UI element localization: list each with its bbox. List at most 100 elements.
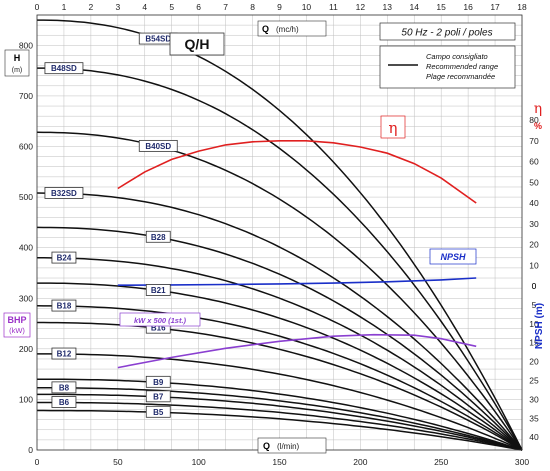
curve-label-text: B32SD	[51, 189, 77, 198]
curve-label-text: B8	[59, 383, 70, 392]
curve-labels: B54SD B48SD B40SD B32SD B28 B24 B21 B18 B16 B12 B9…	[44, 32, 178, 418]
npsh-tick-label: 0	[532, 281, 537, 291]
pump-curve-b7	[37, 393, 523, 451]
curve-label-b8: B8	[51, 381, 77, 394]
pump-curve-b21	[37, 282, 523, 451]
curve-label-b21: B21	[145, 284, 171, 296]
left-tick-label: 300	[19, 293, 33, 303]
frequency-box: 50 Hz - 2 poli / poles	[379, 22, 516, 41]
legend-line-2: Recommended range	[426, 62, 498, 71]
eta-axis-label: η %	[534, 101, 542, 131]
bhp-axis-symbol: BHP	[7, 315, 26, 325]
curve-label-text: B54SD	[145, 35, 171, 44]
curve-label-b5: B5	[145, 405, 171, 418]
npsh-tick-label: 40	[529, 432, 539, 442]
bottom-tick-label: 150	[272, 457, 286, 467]
h-axis-symbol: H	[14, 53, 21, 63]
top-tick-label: 14	[409, 2, 419, 12]
npsh-axis-title: NPSH (m)	[534, 303, 545, 349]
eta-symbol: η	[389, 119, 398, 137]
pump-curve-b28	[36, 226, 523, 451]
bottom-axis-symbol: Q	[263, 441, 270, 451]
top-tick-label: 8	[250, 2, 255, 12]
eta-tick-label: 70	[529, 136, 539, 146]
curve-label-text: B40SD	[145, 142, 171, 151]
curve-label-b24: B24	[51, 251, 77, 264]
top-tick-label: 2	[89, 2, 94, 12]
eta-tick-label: 40	[529, 198, 539, 208]
bottom-tick-label: 250	[434, 457, 448, 467]
npsh-label: NPSH	[440, 252, 466, 262]
npsh-tick-label: 5	[532, 300, 537, 310]
pump-curve-b48sd	[37, 67, 523, 451]
curve-label-text: B9	[153, 378, 164, 387]
bhp-axis-unit: (kW)	[9, 326, 25, 335]
eta-tick-label: 10	[529, 260, 539, 270]
npsh-tick-label: 20	[529, 357, 539, 367]
left-tick-label: 100	[19, 394, 33, 404]
npsh-box: NPSH	[429, 248, 477, 265]
pump-curve-b8	[37, 387, 523, 451]
top-tick-label: 0	[35, 2, 40, 12]
pump-curves	[36, 19, 523, 451]
eta-axis-unit: %	[534, 121, 542, 131]
pump-curve-b54sd	[37, 19, 523, 451]
curve-label-b48sd: B48SD	[44, 62, 84, 75]
top-tick-label: 15	[436, 2, 446, 12]
left-tick-label: 400	[19, 243, 33, 253]
npsh-tick-label: 10	[529, 319, 539, 329]
eta-tick-label: 80	[529, 115, 539, 125]
pump-curve-b18	[36, 305, 523, 451]
npsh-tick-label: 30	[529, 394, 539, 404]
top-tick-label: 17	[490, 2, 500, 12]
curve-label-b6: B6	[51, 396, 77, 408]
eta-tick-label: 20	[529, 240, 539, 250]
pump-curve-b24	[37, 257, 523, 451]
bottom-tick-label: 50	[113, 457, 123, 467]
top-tick-label: 13	[383, 2, 393, 12]
bottom-axis-unit: (l/min)	[277, 442, 300, 451]
curve-label-text: B21	[151, 286, 166, 295]
axes: 0 1 2 3 4 5 6 7 8 9 10 11 12 13 14 15 16 17 180 50 100 150 200…	[19, 2, 539, 467]
eta-box: η	[380, 115, 406, 139]
kw-label: kW x 500 (1st.)	[134, 316, 187, 325]
curve-label-b9: B9	[145, 375, 171, 388]
bottom-tick-label: 0	[35, 457, 40, 467]
pump-curve-b40sd	[36, 131, 523, 451]
curve-label-text: B5	[153, 408, 164, 417]
pump-curve-b16	[37, 321, 523, 451]
left-tick-label: 200	[19, 344, 33, 354]
top-tick-label: 12	[356, 2, 366, 12]
pump-curve-b5	[37, 409, 523, 451]
top-axis-symbol: Q	[262, 24, 269, 34]
title-text: Q/H	[185, 36, 210, 52]
efficiency-curve	[117, 140, 477, 204]
top-axis-unit: (mc/h)	[276, 25, 299, 34]
left-tick-label: 700	[19, 91, 33, 101]
curve-label-text: B16	[151, 324, 166, 333]
curve-label-text: B28	[151, 233, 166, 242]
bottom-tick-label: 200	[353, 457, 367, 467]
top-tick-label: 16	[463, 2, 473, 12]
top-tick-label: 9	[277, 2, 282, 12]
top-tick-label: 5	[169, 2, 174, 12]
left-tick-label: 600	[19, 142, 33, 152]
top-tick-label: 3	[115, 2, 120, 12]
eta-axis-symbol: η	[534, 101, 542, 117]
title-box: Q/H	[169, 32, 225, 56]
h-axis-unit: (m)	[12, 67, 23, 74]
curve-label-text: B7	[153, 392, 164, 401]
top-tick-label: 10	[302, 2, 312, 12]
pump-curve-b6	[37, 401, 523, 451]
power-curve	[117, 333, 477, 369]
top-tick-label: 7	[223, 2, 228, 12]
legend-line-1: Campo consigliato	[426, 52, 488, 61]
eta-tick-label: 0	[532, 281, 537, 291]
curve-label-b12: B12	[51, 347, 77, 360]
kw-box: kW x 500 (1st.)	[119, 312, 201, 327]
curve-label-b7: B7	[145, 390, 171, 403]
bhp-axis-label: BHP (kW)	[3, 312, 31, 338]
bottom-axis-label: Q (l/min)	[257, 437, 327, 454]
top-tick-label: 6	[196, 2, 201, 12]
